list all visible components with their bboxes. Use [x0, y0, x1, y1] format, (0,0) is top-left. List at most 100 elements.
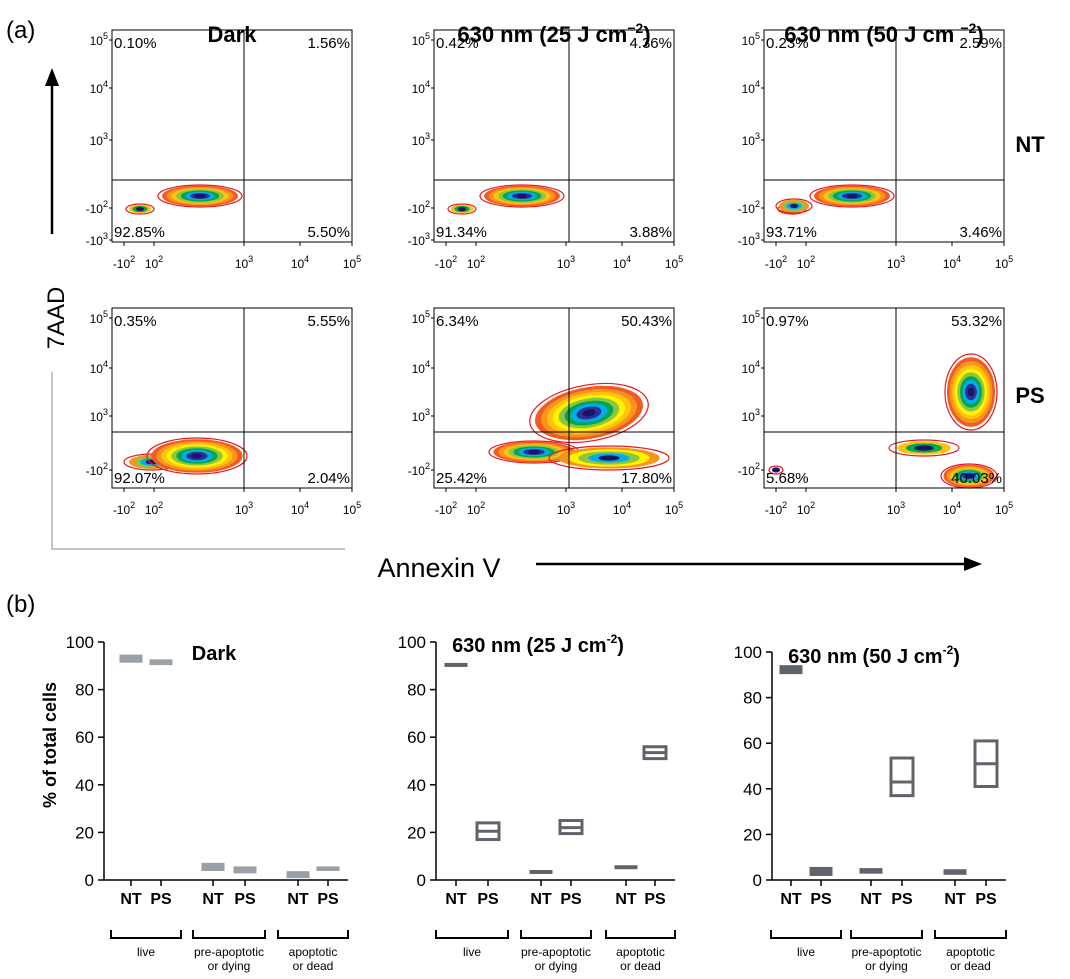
plot-frame — [433, 29, 675, 243]
group-label: pre-apoptotic — [194, 945, 264, 959]
x-tick-label: 103 — [235, 254, 253, 271]
y-tick-label: 20 — [743, 825, 762, 844]
x-tick-label: 105 — [665, 500, 683, 517]
y-axis-label-7aad: 7AAD — [43, 287, 70, 350]
contour-level — [191, 453, 203, 459]
x-tick-label: -102 — [435, 500, 457, 517]
y-tick-label: -102 — [408, 461, 430, 478]
y-tick-label: 103 — [742, 407, 760, 424]
x-tick-label: 104 — [613, 254, 631, 271]
x-tick-label: 105 — [343, 254, 361, 271]
quadrant-ul-value: 0.42% — [436, 35, 479, 52]
y-tick-label: -103 — [738, 231, 760, 248]
group-label: live — [797, 945, 815, 959]
contour-level — [775, 198, 813, 214]
contour-level — [768, 465, 784, 475]
bar-label: NT — [120, 891, 142, 908]
bar-label: NT — [860, 891, 882, 908]
plot-frame — [763, 307, 1005, 489]
group-label: or dying — [208, 959, 251, 973]
contour-level — [789, 203, 799, 209]
quadrant-ur-value: 1.56% — [307, 35, 350, 52]
quadrant-lr-value: 17.80% — [621, 470, 672, 487]
quadrant-ll-value: 92.85% — [114, 224, 165, 241]
contour-level — [809, 184, 895, 208]
group-label: pre-apoptotic — [521, 945, 591, 959]
quadrant-lr-value: 3.46% — [959, 224, 1002, 241]
quadrant-ul-value: 0.23% — [766, 35, 809, 52]
contour-level — [548, 445, 670, 471]
quadrant-ur-value: 4.36% — [629, 35, 672, 52]
quadrant-ur-value: 2.59% — [959, 35, 1002, 52]
flow-plot: 0.23% 2.59% 93.71% 3.46% 105 104 103 -102 -103 -1… — [738, 29, 1013, 271]
axis-guide — [51, 372, 345, 550]
group-bracket — [192, 930, 266, 939]
group-label: or dying — [865, 959, 908, 973]
bar-label: NT — [530, 891, 552, 908]
group-label: apoptotic — [946, 945, 995, 959]
flow-plot: 0.42% 4.36% 91.34% 3.88% 105 104 103 -102 -103 -1… — [408, 29, 683, 271]
contour-level — [125, 203, 155, 215]
y-tick-label: 40 — [407, 776, 426, 795]
y-tick-label: 0 — [85, 871, 94, 890]
x-tick-label: 105 — [665, 254, 683, 271]
quadrant-ll-value: 91.34% — [436, 224, 487, 241]
y-tick-label: 104 — [412, 79, 430, 96]
y-tick-label: 80 — [75, 681, 94, 700]
contour-level — [888, 439, 960, 457]
contour-level — [516, 193, 528, 199]
x-tick-label: 103 — [557, 500, 575, 517]
y-axis-arrowhead — [45, 68, 59, 86]
bar-label: PS — [891, 891, 913, 908]
group-label: apoptotic — [616, 945, 665, 959]
x-tick-label: 102 — [145, 500, 163, 517]
floating-bar — [149, 659, 173, 666]
row-label-nt: NT — [1015, 132, 1045, 157]
group-label: live — [137, 945, 155, 959]
panel-b-label: (b) — [6, 591, 35, 618]
y-tick-label: -102 — [408, 199, 430, 216]
y-tick-label: 104 — [742, 79, 760, 96]
y-tick-label: -103 — [86, 231, 108, 248]
plot-frame — [111, 307, 353, 489]
y-tick-label: 103 — [412, 131, 430, 148]
y-tick-label: 105 — [412, 31, 430, 48]
group-bracket — [605, 930, 676, 939]
floating-bar — [119, 654, 143, 663]
y-tick-label: 105 — [90, 31, 108, 48]
contour-level — [914, 445, 934, 451]
y-tick-label: 20 — [407, 823, 426, 842]
group-label: or dead — [293, 959, 334, 973]
floating-bar — [316, 866, 340, 871]
group-label: apoptotic — [289, 945, 338, 959]
x-tick-label: 105 — [995, 500, 1013, 517]
y-tick-label: 105 — [90, 309, 108, 326]
quadrant-lr-value: 3.88% — [629, 224, 672, 241]
floating-bar — [943, 869, 967, 875]
x-tick-label: 105 — [995, 254, 1013, 271]
y-tick-label: 20 — [75, 823, 94, 842]
quadrant-ul-value: 0.97% — [766, 313, 809, 330]
x-tick-label: 104 — [943, 500, 961, 517]
x-tick-label: -102 — [113, 254, 135, 271]
column-title: 630 nm (25 J cm−2) — [457, 20, 650, 47]
floating-bar — [889, 756, 915, 798]
y-tick-label: 80 — [743, 689, 762, 708]
y-tick-label: 104 — [90, 359, 108, 376]
y-axis-label-percent: % of total cells — [40, 682, 60, 808]
group-bracket — [435, 930, 509, 939]
chart-title: Dark — [192, 643, 237, 665]
column-title: Dark — [208, 22, 258, 47]
quadrant-ul-value: 0.10% — [114, 35, 157, 52]
contour-level — [157, 184, 243, 208]
floating-bar — [233, 866, 257, 874]
y-tick-label: 100 — [734, 643, 762, 662]
y-tick-label: 104 — [412, 359, 430, 376]
quadrant-ll-value: 93.71% — [766, 224, 817, 241]
group-label: live — [463, 945, 481, 959]
y-tick-label: 105 — [412, 309, 430, 326]
group-bracket — [277, 930, 349, 939]
flow-plot: 6.34% 50.43% 25.42% 17.80% 105 104 103 -102 -102… — [408, 307, 683, 517]
y-tick-label: -103 — [408, 231, 430, 248]
contour-level — [457, 206, 467, 212]
